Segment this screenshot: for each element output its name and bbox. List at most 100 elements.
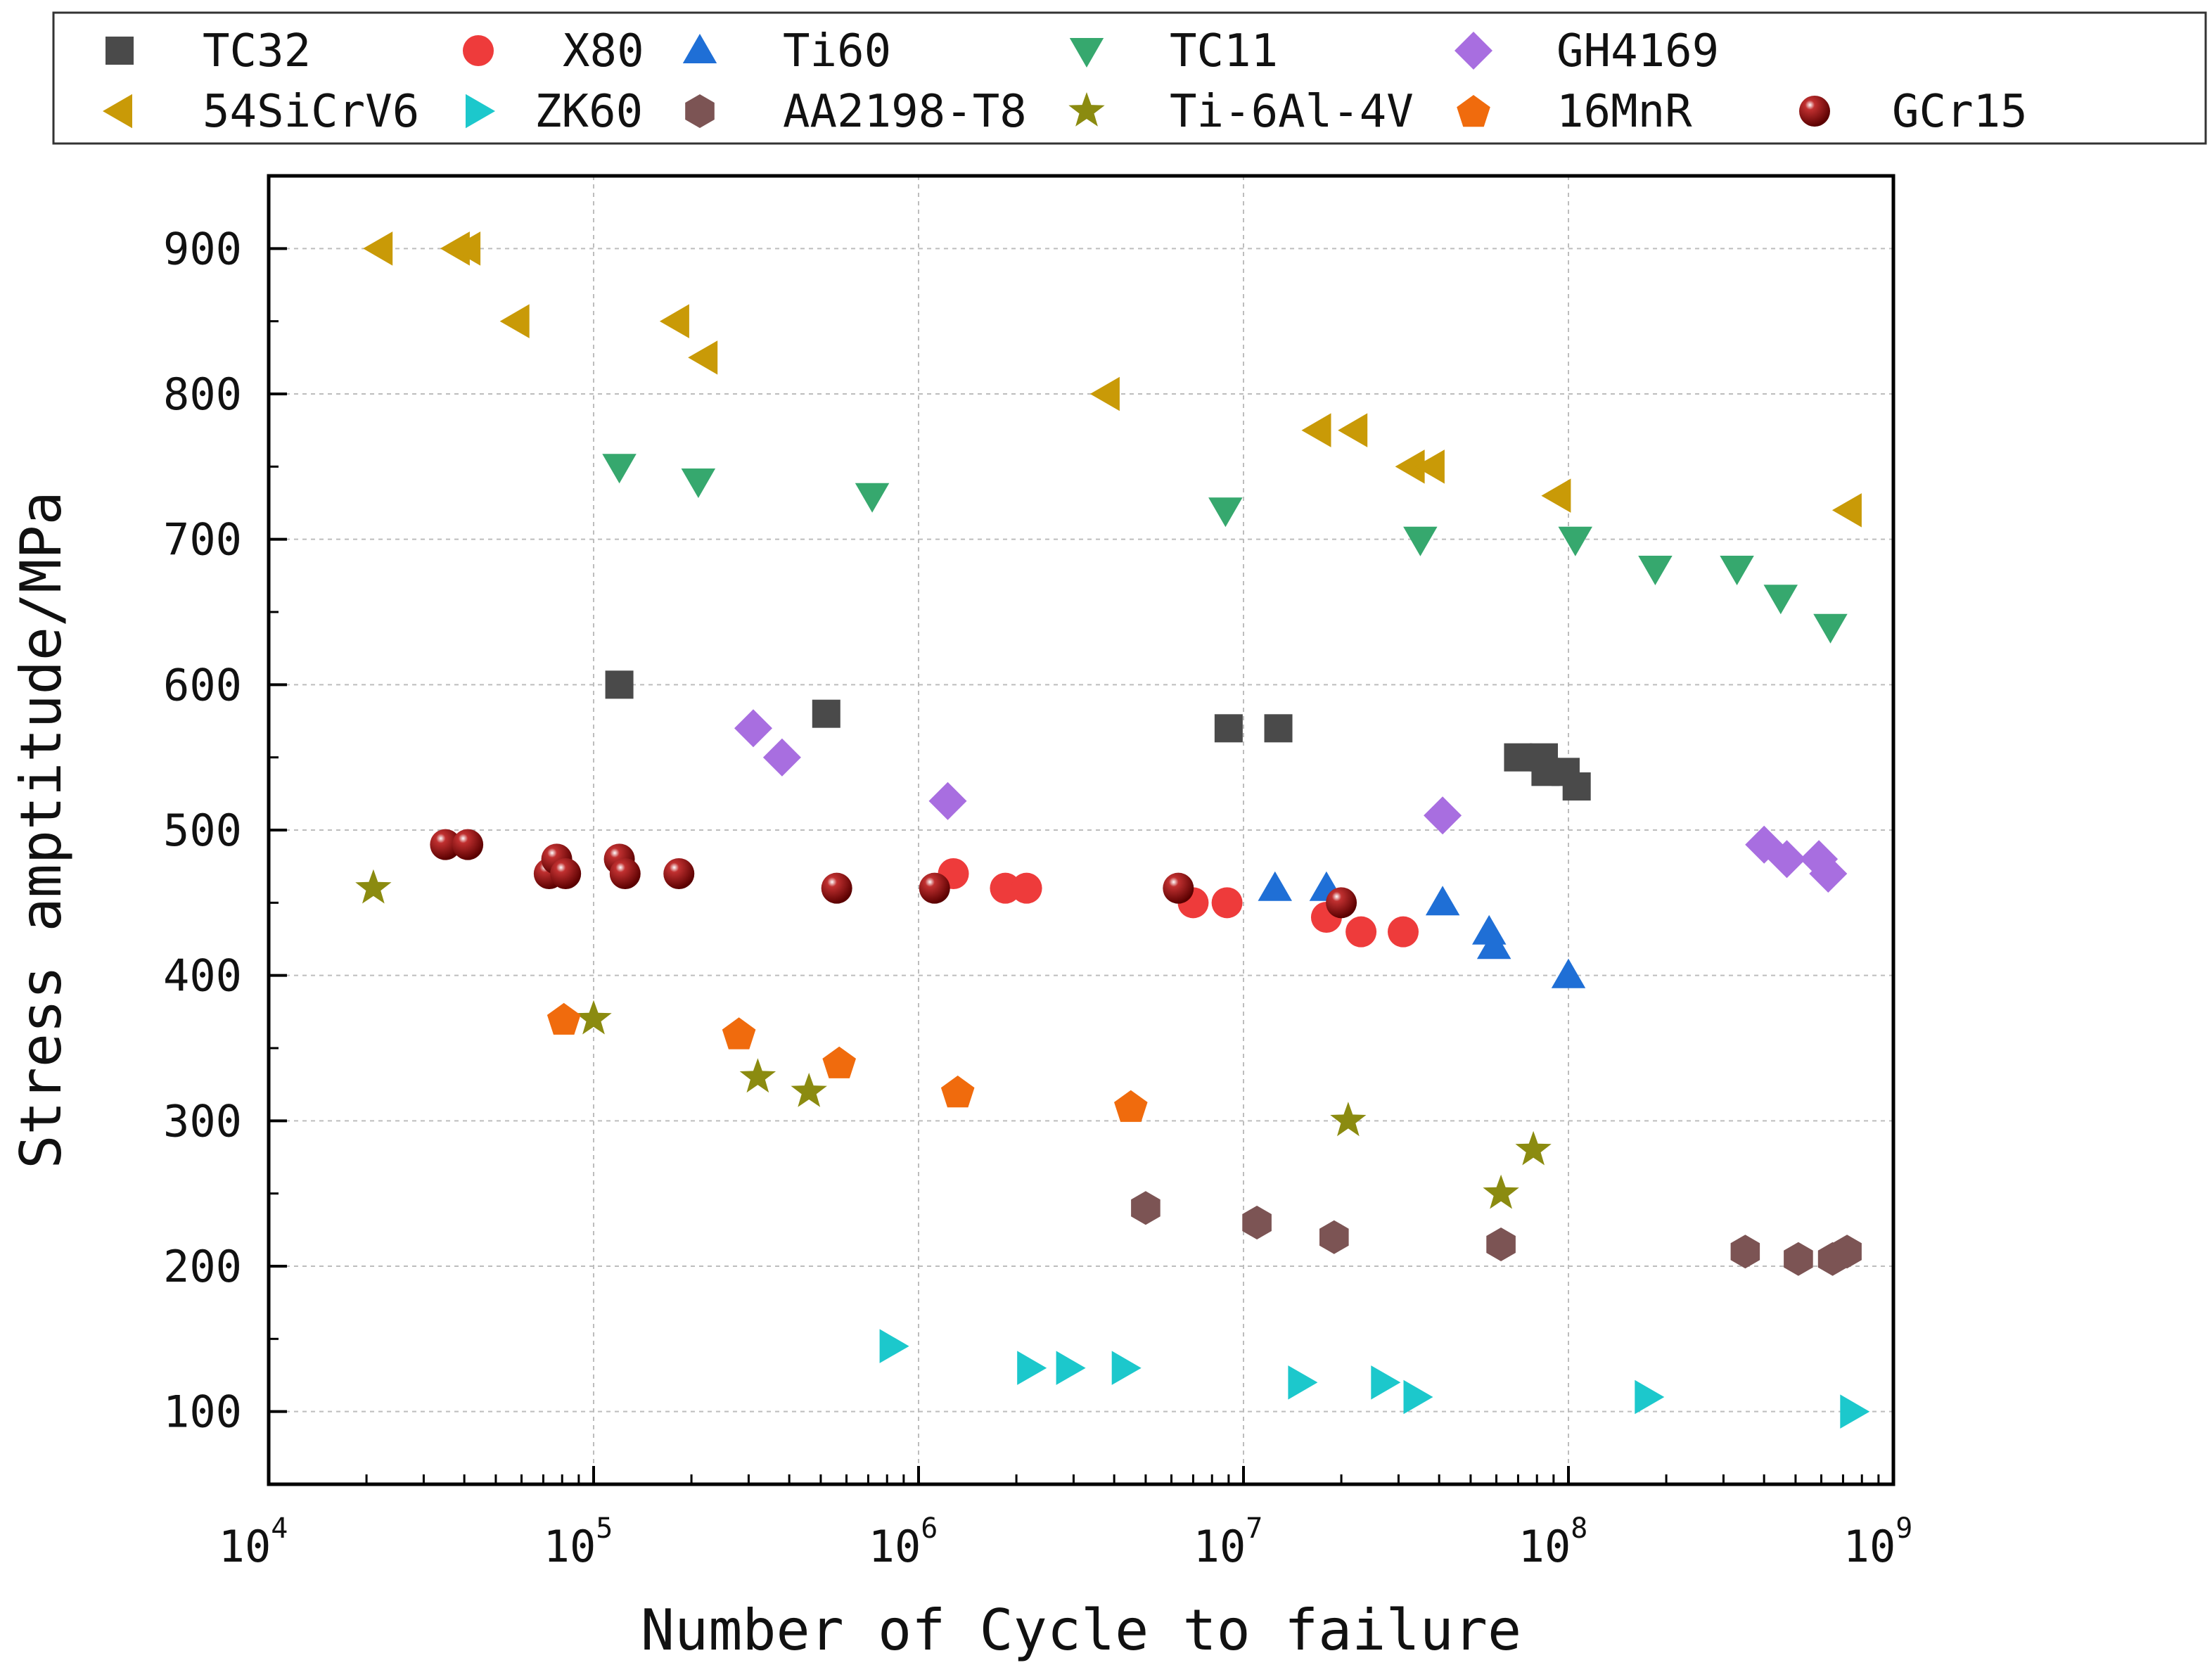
gh4169-point bbox=[762, 738, 801, 777]
x-axis-title: Number of Cycle to failure bbox=[641, 1598, 1521, 1663]
legend-label-tc11: TC11 bbox=[1170, 25, 1278, 77]
tc11-point bbox=[681, 468, 716, 498]
series-x80 bbox=[938, 858, 1419, 948]
legend-marker-tc11 bbox=[1069, 38, 1104, 68]
tc11-point bbox=[1558, 526, 1592, 556]
ti-6al-4v-point bbox=[355, 869, 392, 904]
zk60-point bbox=[1635, 1379, 1665, 1415]
aa2198-t8-point bbox=[1131, 1191, 1161, 1225]
legend-label-gcr15: GCr15 bbox=[1892, 86, 2028, 138]
tc11-point bbox=[1403, 526, 1438, 556]
54sicrv6-point bbox=[1414, 449, 1445, 484]
aa2198-t8-point bbox=[1486, 1228, 1516, 1261]
legend-label-54sicrv6: 54SiCrV6 bbox=[203, 86, 419, 138]
ti60-point bbox=[1258, 871, 1292, 901]
series-16mnr bbox=[546, 1002, 1148, 1122]
zk60-point bbox=[1403, 1379, 1433, 1415]
y-tick-label: 800 bbox=[163, 369, 242, 420]
54sicrv6-point bbox=[1395, 449, 1425, 484]
tc11-point bbox=[1638, 556, 1673, 585]
gcr15-point bbox=[609, 858, 641, 889]
16mnr-point bbox=[940, 1076, 975, 1108]
series-ti60 bbox=[1258, 871, 1586, 988]
gcr15-point bbox=[452, 829, 484, 860]
54sicrv6-point bbox=[451, 231, 481, 266]
tc32-point bbox=[1562, 772, 1591, 801]
y-tick-label: 300 bbox=[163, 1095, 242, 1147]
ti-6al-4v-point bbox=[1515, 1130, 1552, 1166]
aa2198-t8-point bbox=[1242, 1206, 1272, 1239]
marker-layer bbox=[355, 231, 1870, 1429]
x-tick-label: 106 bbox=[869, 1512, 938, 1572]
aa2198-t8-point bbox=[1319, 1220, 1349, 1254]
gh4169-point bbox=[1424, 796, 1462, 835]
tc11-point bbox=[602, 454, 637, 484]
legend-marker-gh4169 bbox=[1455, 32, 1492, 70]
y-tick-label: 400 bbox=[163, 950, 242, 1002]
legend-label-x80: X80 bbox=[563, 25, 644, 77]
x-tick-label: 109 bbox=[1843, 1512, 1913, 1572]
zk60-point bbox=[1111, 1351, 1142, 1385]
grid-layer bbox=[269, 176, 1893, 1484]
tc32-point bbox=[1214, 714, 1243, 743]
x-tick-label: 108 bbox=[1519, 1512, 1588, 1572]
legend-marker-tc32 bbox=[106, 37, 134, 65]
legend-label-zk60: ZK60 bbox=[535, 86, 643, 138]
54sicrv6-point bbox=[499, 304, 530, 338]
ti60-point bbox=[1476, 929, 1511, 959]
zk60-point bbox=[1840, 1394, 1870, 1429]
y-tick-label: 100 bbox=[163, 1386, 242, 1438]
54sicrv6-point bbox=[1301, 413, 1331, 447]
series-tc11 bbox=[602, 454, 1848, 644]
axis-label-layer: 104 105 106 107 108 109 100 200 300 400 500 600 700 8… bbox=[8, 223, 1912, 1663]
54sicrv6-point bbox=[1541, 478, 1571, 513]
legend-marker-gcr15 bbox=[1799, 96, 1830, 127]
tc11-point bbox=[855, 483, 890, 513]
y-tick-label: 700 bbox=[163, 514, 242, 566]
gh4169-point bbox=[1809, 855, 1848, 893]
x-tick-label: 105 bbox=[544, 1512, 613, 1572]
zk60-point bbox=[1017, 1351, 1047, 1385]
tc11-point bbox=[1813, 613, 1848, 644]
y-tick-label: 200 bbox=[163, 1241, 242, 1292]
legend-label-tc32: TC32 bbox=[203, 25, 311, 77]
legend-marker-ti60 bbox=[682, 34, 717, 63]
16mnr-point bbox=[722, 1017, 756, 1050]
gh4169-point bbox=[928, 782, 967, 820]
gcr15-point bbox=[550, 858, 582, 889]
gh4169-point bbox=[734, 709, 772, 748]
series-aa2198-t8 bbox=[1131, 1191, 1862, 1276]
series-gh4169 bbox=[734, 709, 1848, 893]
x80-point bbox=[1211, 887, 1243, 919]
16mnr-point bbox=[822, 1046, 856, 1078]
gcr15-point bbox=[663, 858, 695, 889]
tc32-point bbox=[1504, 743, 1533, 772]
gcr15-point bbox=[1163, 872, 1194, 904]
54sicrv6-point bbox=[363, 231, 393, 266]
gcr15-point bbox=[1326, 887, 1357, 919]
tc32-point bbox=[605, 670, 634, 699]
series-gcr15 bbox=[430, 829, 1357, 919]
zk60-point bbox=[879, 1329, 909, 1363]
ti-6al-4v-point bbox=[791, 1073, 827, 1107]
y-tick-label: 500 bbox=[163, 805, 242, 856]
series-54sicrv6 bbox=[363, 231, 1862, 528]
ti60-point bbox=[1425, 886, 1460, 916]
series-ti-6al-4v bbox=[355, 869, 1552, 1209]
16mnr-point bbox=[546, 1002, 581, 1035]
tc11-point bbox=[1208, 497, 1243, 528]
54sicrv6-point bbox=[659, 304, 689, 338]
legend-marker-54sicrv6 bbox=[103, 94, 132, 129]
tc11-point bbox=[1720, 556, 1754, 585]
tc32-point bbox=[1264, 714, 1293, 743]
x80-point bbox=[1388, 916, 1419, 948]
54sicrv6-point bbox=[1089, 376, 1120, 412]
y-tick-label: 900 bbox=[163, 223, 242, 274]
54sicrv6-point bbox=[1338, 413, 1368, 447]
series-zk60 bbox=[879, 1329, 1870, 1429]
legend-label-ti60: Ti60 bbox=[783, 25, 891, 77]
ti60-point bbox=[1551, 958, 1586, 988]
aa2198-t8-point bbox=[1730, 1235, 1760, 1269]
